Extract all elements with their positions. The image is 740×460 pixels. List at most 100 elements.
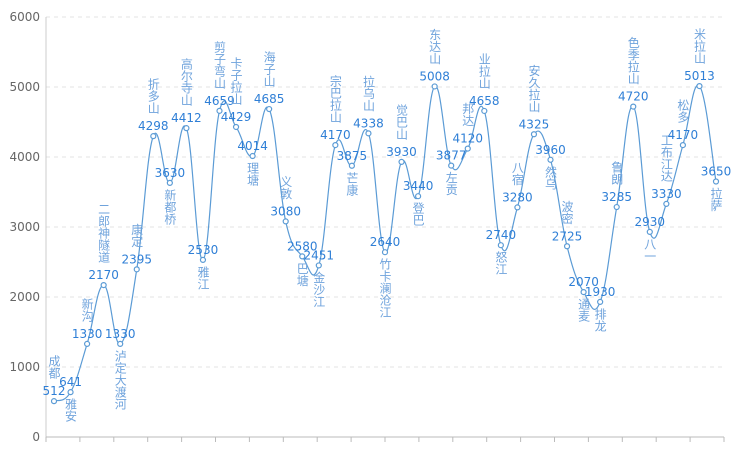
place-label: 通麦: [577, 298, 591, 323]
y-tick-label: 1000: [9, 360, 40, 374]
point: [630, 103, 637, 110]
point: [150, 133, 157, 140]
value-label: 3440: [403, 179, 434, 193]
point: [315, 262, 322, 269]
value-label: 3877: [436, 149, 467, 163]
place-label: 拉乌山: [361, 74, 375, 111]
point: [232, 123, 240, 131]
point: [67, 389, 74, 396]
place-label: 剪子弯山: [213, 39, 227, 88]
point: [481, 107, 488, 115]
value-label: 2395: [121, 252, 152, 266]
point: [100, 282, 107, 289]
value-label: 641: [59, 375, 82, 389]
place-label: 登巴: [411, 201, 425, 226]
place-label: 安久拉山: [527, 63, 541, 112]
y-tick-label: 2000: [9, 290, 40, 304]
value-label: 2170: [88, 268, 119, 282]
place-label: 成都: [47, 355, 61, 379]
value-label: 4325: [519, 117, 550, 131]
place-label: 八宿: [510, 161, 524, 185]
value-label: 1330: [72, 327, 103, 341]
point: [381, 249, 389, 256]
value-label: 4412: [171, 111, 202, 125]
y-tick-label: 3000: [9, 220, 40, 234]
value-label: 2740: [486, 228, 517, 242]
value-label: 3930: [386, 145, 417, 159]
point: [398, 158, 405, 165]
point: [613, 203, 620, 211]
point: [50, 398, 58, 405]
place-label: 雅安: [64, 397, 78, 422]
point: [166, 179, 173, 186]
point: [348, 162, 355, 169]
point: [117, 340, 124, 347]
value-label: 3280: [502, 190, 533, 204]
point: [448, 162, 455, 169]
value-label: 2580: [287, 239, 318, 253]
place-label: 芒康: [345, 170, 359, 195]
value-label: 3080: [270, 204, 301, 218]
point: [299, 253, 306, 260]
value-label: 4014: [237, 139, 268, 153]
point: [415, 193, 422, 200]
place-label: 然乌: [544, 164, 558, 189]
point: [199, 256, 207, 263]
place-label: 宗巴拉山: [328, 74, 342, 123]
place-label: 鲁朗: [610, 161, 624, 185]
point: [563, 243, 571, 250]
point: [530, 131, 538, 138]
value-label: 2530: [188, 243, 219, 257]
point: [679, 142, 687, 149]
point: [365, 130, 372, 137]
point: [282, 218, 289, 225]
point: [332, 142, 339, 149]
value-label: 4170: [320, 128, 351, 142]
place-label: 折多山: [146, 77, 160, 114]
place-label: 排龙: [593, 307, 607, 331]
point: [497, 242, 504, 249]
place-label: 工布江达: [659, 134, 673, 182]
value-label: 5008: [419, 69, 450, 83]
place-label: 怒江: [494, 250, 508, 275]
place-label: 新沟: [80, 296, 94, 321]
place-label: 理塘: [246, 162, 260, 187]
place-label: 波密: [560, 200, 574, 224]
y-tick-label: 0: [32, 430, 40, 444]
place-label: 高尔寺山: [179, 57, 193, 106]
point: [183, 125, 190, 132]
value-label: 4338: [353, 116, 384, 130]
place-label: 义敦: [279, 175, 293, 200]
point: [431, 83, 438, 90]
value-label: 4120: [452, 132, 483, 146]
point: [464, 145, 471, 152]
value-label: 4659: [204, 94, 235, 108]
value-label: 4170: [668, 128, 699, 142]
value-label: 2451: [304, 248, 335, 262]
place-label: 泸定大渡河: [113, 349, 127, 409]
y-tick-label: 6000: [9, 10, 40, 24]
value-label: 3960: [535, 143, 566, 157]
value-label: 2930: [635, 215, 666, 229]
place-label: 拉萨: [709, 186, 723, 211]
place-label: 米拉山: [692, 28, 706, 64]
value-label: 4298: [138, 119, 169, 133]
place-label: 卡子拉山: [229, 57, 243, 105]
value-label: 4720: [618, 90, 649, 104]
place-label: 东达山: [428, 28, 442, 64]
place-label: 二郎神隧道: [97, 203, 111, 263]
place-label: 巴塘: [295, 262, 309, 287]
value-label: 3650: [701, 165, 732, 179]
place-label: 金沙江: [312, 270, 326, 307]
place-label: 松多: [676, 99, 690, 124]
place-label: 康定: [130, 222, 144, 248]
point: [646, 228, 653, 235]
place-label: 雅江: [196, 264, 210, 289]
value-label: 3285: [601, 190, 632, 204]
place-label: 八一: [643, 238, 657, 262]
value-label: 3875: [337, 149, 368, 163]
point: [216, 107, 223, 114]
value-label: 3630: [155, 166, 186, 180]
value-label: 4658: [469, 94, 500, 108]
